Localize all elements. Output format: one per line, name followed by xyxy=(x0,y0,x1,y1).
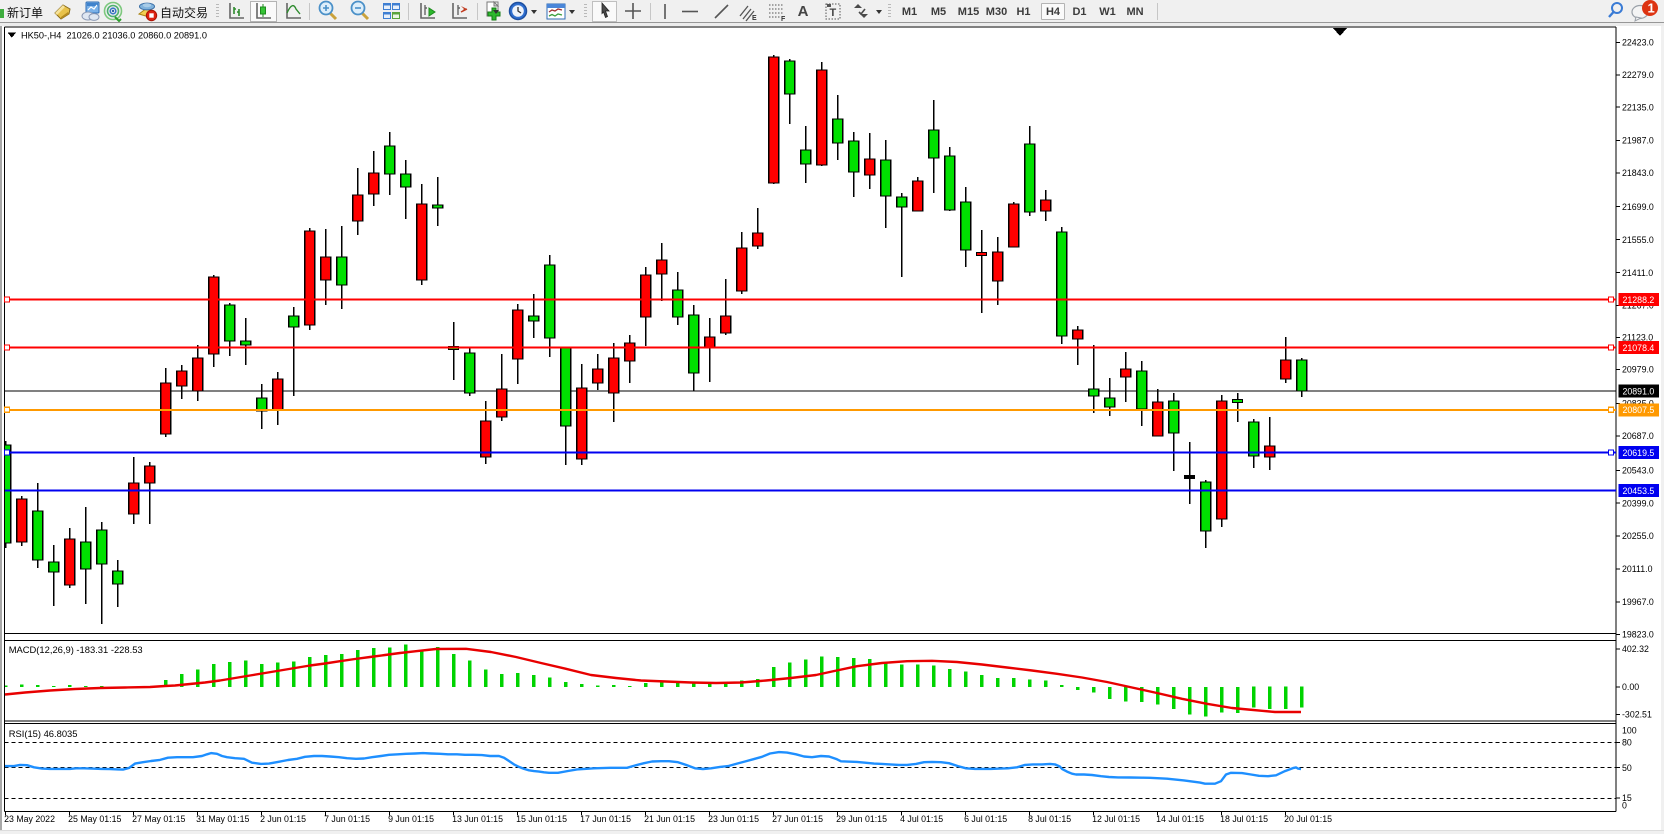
svg-text:21 Jun 01:15: 21 Jun 01:15 xyxy=(644,814,695,824)
svg-text:19823.0: 19823.0 xyxy=(1622,630,1654,640)
svg-text:4 Jul 01:15: 4 Jul 01:15 xyxy=(900,814,943,824)
svg-text:22423.0: 22423.0 xyxy=(1622,38,1654,48)
svg-text:MACD(12,26,9) -183.31 -228.53: MACD(12,26,9) -183.31 -228.53 xyxy=(9,644,143,655)
svg-text:2 Jun 01:15: 2 Jun 01:15 xyxy=(260,814,306,824)
svg-text:T: T xyxy=(830,7,837,19)
svg-text:20255.0: 20255.0 xyxy=(1622,531,1654,541)
svg-text:21987.0: 21987.0 xyxy=(1622,136,1654,146)
svg-text:20543.0: 20543.0 xyxy=(1622,466,1654,476)
svg-text:6 Jul 01:15: 6 Jul 01:15 xyxy=(964,814,1007,824)
svg-text:80: 80 xyxy=(1622,738,1632,748)
svg-text:19967.0: 19967.0 xyxy=(1622,597,1654,607)
svg-text:F: F xyxy=(781,16,786,23)
svg-text:31 May 01:15: 31 May 01:15 xyxy=(196,814,249,824)
svg-text:21123.0: 21123.0 xyxy=(1622,333,1653,343)
svg-text:RSI(15) 46.8035: RSI(15) 46.8035 xyxy=(9,728,78,739)
svg-text:21288.2: 21288.2 xyxy=(1623,295,1655,305)
svg-text:21843.0: 21843.0 xyxy=(1622,168,1654,178)
svg-text:20399.0: 20399.0 xyxy=(1622,498,1654,508)
svg-text:100: 100 xyxy=(1622,726,1637,736)
svg-text:13 Jun 01:15: 13 Jun 01:15 xyxy=(452,814,503,824)
svg-text:1: 1 xyxy=(1648,1,1655,16)
svg-text:402.32: 402.32 xyxy=(1622,644,1649,654)
svg-text:23 Jun 01:15: 23 Jun 01:15 xyxy=(708,814,759,824)
svg-text:22279.0: 22279.0 xyxy=(1622,70,1654,80)
svg-text:HK50-,H4 21026.0 21036.0 2086: HK50-,H4 21026.0 21036.0 20860.0 20891.0 xyxy=(21,31,207,41)
svg-text:21078.4: 21078.4 xyxy=(1623,343,1655,353)
svg-text:20807.5: 20807.5 xyxy=(1623,405,1655,415)
svg-text:20111.0: 20111.0 xyxy=(1622,564,1653,574)
svg-text:14 Jul 01:15: 14 Jul 01:15 xyxy=(1156,814,1204,824)
svg-text:20453.5: 20453.5 xyxy=(1623,486,1655,496)
svg-text:7 Jun 01:15: 7 Jun 01:15 xyxy=(324,814,370,824)
svg-text:20619.5: 20619.5 xyxy=(1623,448,1655,458)
svg-text:0: 0 xyxy=(1622,801,1627,811)
svg-text:17 Jun 01:15: 17 Jun 01:15 xyxy=(580,814,631,824)
svg-text:50: 50 xyxy=(1622,763,1632,773)
svg-text:29 Jun 01:15: 29 Jun 01:15 xyxy=(836,814,887,824)
svg-text:21411.0: 21411.0 xyxy=(1622,268,1653,278)
svg-text:-302.51: -302.51 xyxy=(1622,710,1652,720)
svg-text:21555.0: 21555.0 xyxy=(1622,235,1654,245)
svg-text:18 Jul 01:15: 18 Jul 01:15 xyxy=(1220,814,1268,824)
svg-text:27 May 01:15: 27 May 01:15 xyxy=(132,814,185,824)
svg-text:23 May 2022: 23 May 2022 xyxy=(4,814,55,824)
svg-text:8 Jul 01:15: 8 Jul 01:15 xyxy=(1028,814,1071,824)
svg-text:9 Jun 01:15: 9 Jun 01:15 xyxy=(388,814,434,824)
svg-text:15: 15 xyxy=(1622,793,1632,803)
svg-text:20 Jul 01:15: 20 Jul 01:15 xyxy=(1284,814,1332,824)
svg-text:E: E xyxy=(752,15,757,22)
svg-text:12 Jul 01:15: 12 Jul 01:15 xyxy=(1092,814,1140,824)
svg-text:20687.0: 20687.0 xyxy=(1622,431,1654,441)
svg-text:21699.0: 21699.0 xyxy=(1622,202,1654,212)
svg-text:22135.0: 22135.0 xyxy=(1622,102,1654,112)
svg-text:27 Jun 01:15: 27 Jun 01:15 xyxy=(772,814,823,824)
svg-text:20979.0: 20979.0 xyxy=(1622,365,1654,375)
svg-text:20891.0: 20891.0 xyxy=(1623,386,1655,396)
svg-text:15 Jun 01:15: 15 Jun 01:15 xyxy=(516,814,567,824)
svg-text:0.00: 0.00 xyxy=(1622,682,1639,692)
svg-text:25 May 01:15: 25 May 01:15 xyxy=(68,814,121,824)
